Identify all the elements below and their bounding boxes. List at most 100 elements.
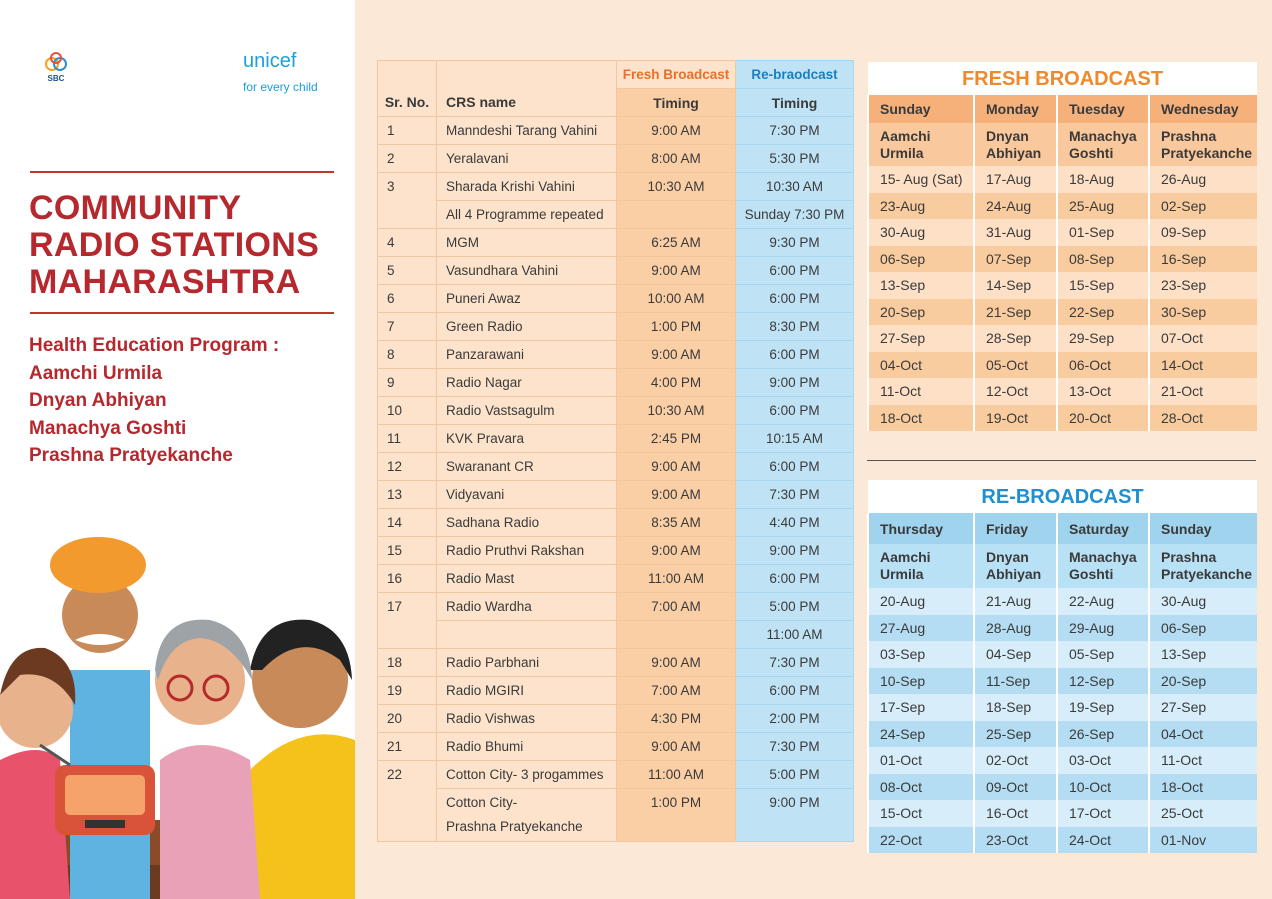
date: 10-Oct: [1056, 773, 1149, 800]
crs-name: Sadhana Radio: [436, 508, 617, 537]
date: 20-Oct: [1056, 404, 1149, 431]
program-name: Aamchi Urmila: [29, 362, 163, 384]
date: 23-Oct: [973, 826, 1057, 853]
date: 03-Oct: [1056, 747, 1149, 774]
crs-name: Swaranant CR: [436, 452, 617, 481]
re-timing: 6:00 PM: [735, 396, 854, 425]
re-timing: 2:00 PM: [735, 704, 854, 733]
fresh-timing: 9:00 AM: [616, 536, 736, 565]
date: 01-Sep: [1056, 219, 1149, 246]
date: 20-Aug: [867, 588, 974, 615]
table-body: RE-BROADCAST Thursday Friday Saturday Sunday…: [867, 480, 1258, 853]
crs-name: [436, 620, 617, 649]
schedule-row: 20 Radio Vishwas 4:30 PM 2:00 PM: [377, 704, 854, 733]
day: Sunday: [867, 95, 974, 123]
date: 18-Oct: [867, 404, 974, 431]
re-timing: 7:30 PM: [735, 116, 854, 145]
date-row: 17-Sep 18-Sep 19-Sep 27-Sep: [867, 694, 1258, 721]
re-timing: 6:00 PM: [735, 452, 854, 481]
schedule-row: 5 Vasundhara Vahini 9:00 AM 6:00 PM: [377, 256, 854, 285]
crs-name: KVK Pravara: [436, 424, 617, 453]
title-row: FRESH BROADCAST: [868, 62, 1257, 95]
date: 09-Oct: [973, 773, 1057, 800]
re-timing: 10:30 AM: [735, 172, 854, 201]
sr-no: 18: [377, 648, 437, 677]
separator: [867, 460, 1256, 461]
schedule-row: 6 Puneri Awaz 10:00 AM 6:00 PM: [377, 284, 854, 313]
date-row: 13-Sep 14-Sep 15-Sep 23-Sep: [867, 272, 1257, 299]
date: 11-Oct: [867, 378, 974, 405]
re-timing: 9:00 PM: [735, 368, 854, 397]
rule: [30, 312, 334, 314]
day: Wednesday: [1148, 95, 1257, 123]
day: Friday: [973, 513, 1057, 544]
date: 12-Oct: [973, 378, 1057, 405]
day-row: Sunday Monday Tuesday Wednesday: [867, 95, 1257, 123]
sbc-icon: [45, 52, 67, 71]
fresh-timing: 10:30 AM: [616, 396, 736, 425]
program: Prashna Pratyekanche: [1148, 123, 1257, 166]
date: 06-Sep: [867, 245, 974, 272]
date-row: 06-Sep 07-Sep 08-Sep 16-Sep: [867, 245, 1257, 272]
title-row: RE-BROADCAST: [868, 480, 1258, 513]
date-row: 20-Aug 21-Aug 22-Aug 30-Aug: [867, 588, 1258, 615]
date: 11-Sep: [973, 667, 1057, 694]
header-re-timing: Timing: [735, 88, 854, 117]
re-timing: 6:00 PM: [735, 256, 854, 285]
sr-no: 8: [377, 340, 437, 369]
sr-no: 16: [377, 564, 437, 593]
crs-name: Radio MGIRI: [436, 676, 617, 705]
crs-name: All 4 Programme repeated: [436, 200, 617, 229]
sr-no: 22: [377, 760, 437, 842]
sr-no: 13: [377, 480, 437, 509]
sr-no: 12: [377, 452, 437, 481]
re-timing: 5:00 PM: [735, 592, 854, 621]
date: 24-Aug: [973, 192, 1057, 219]
crs-name: Radio Pruthvi Rakshan: [436, 536, 617, 565]
program-name: Prashna Pratyekanche: [29, 445, 233, 466]
title-line: MAHARASHTRA: [29, 263, 301, 301]
schedule-row: Cotton City- Prashna Pratyekanche 1:00 PM…: [378, 788, 854, 842]
illustration: [0, 537, 355, 899]
date: 27-Sep: [1147, 694, 1258, 721]
date: 17-Aug: [973, 166, 1057, 193]
schedule-body: 1 Manndeshi Tarang Vahini 9:00 AM 7:30 PM 2 Y…: [377, 116, 854, 842]
unicef-tagline: for every child: [243, 80, 318, 94]
re-timing: 5:00 PM: [735, 760, 854, 789]
date: 30-Aug: [867, 219, 974, 246]
date: 27-Aug: [867, 614, 974, 641]
fresh-timing: [616, 200, 736, 229]
header-fresh-timing: Timing: [616, 88, 736, 117]
re-broadcast-table: RE-BROADCAST Thursday Friday Saturday Sunday…: [867, 480, 1258, 853]
fresh-timing: 6:25 AM: [616, 228, 736, 257]
date: 15- Aug (Sat): [867, 166, 974, 193]
date-row: 27-Aug 28-Aug 29-Aug 06-Sep: [867, 614, 1258, 641]
fresh-timing: 1:00 PM: [616, 312, 736, 341]
schedule-row: All 4 Programme repeated Sunday 7:30 PM: [378, 200, 854, 229]
program-row: Aamchi Urmila Dnyan Abhiyan Manachya Gosht…: [867, 544, 1258, 588]
program: Prashna Pratyekanche: [1147, 544, 1258, 588]
unicef-logo: unicef: [243, 50, 297, 72]
header-fresh: Fresh Broadcast: [616, 60, 736, 89]
re-timing: 7:30 PM: [735, 732, 854, 761]
sr-no: 21: [377, 732, 437, 761]
title-line: COMMUNITY: [29, 189, 242, 227]
date-row: 20-Sep 21-Sep 22-Sep 30-Sep: [867, 298, 1257, 325]
schedule-row: 11:00 AM: [378, 620, 854, 649]
re-timing: 9:00 PM: [735, 536, 854, 565]
program: Aamchi Urmila: [867, 123, 974, 166]
sr-no: 10: [377, 396, 437, 425]
crs-name: Vidyavani: [436, 480, 617, 509]
date-row: 03-Sep 04-Sep 05-Sep 13-Sep: [867, 641, 1258, 668]
date: 22-Oct: [867, 826, 974, 853]
crs-name: Cotton City- Prashna Pratyekanche: [436, 788, 617, 842]
sr-no: 9: [377, 368, 437, 397]
date-row: 01-Oct 02-Oct 03-Oct 11-Oct: [867, 747, 1258, 774]
date: 02-Sep: [1148, 192, 1257, 219]
program: Dnyan Abhiyan: [973, 123, 1057, 166]
fresh-timing: 10:00 AM: [616, 284, 736, 313]
date: 26-Aug: [1148, 166, 1257, 193]
date: 21-Oct: [1148, 378, 1257, 405]
crs-name: Puneri Awaz: [436, 284, 617, 313]
